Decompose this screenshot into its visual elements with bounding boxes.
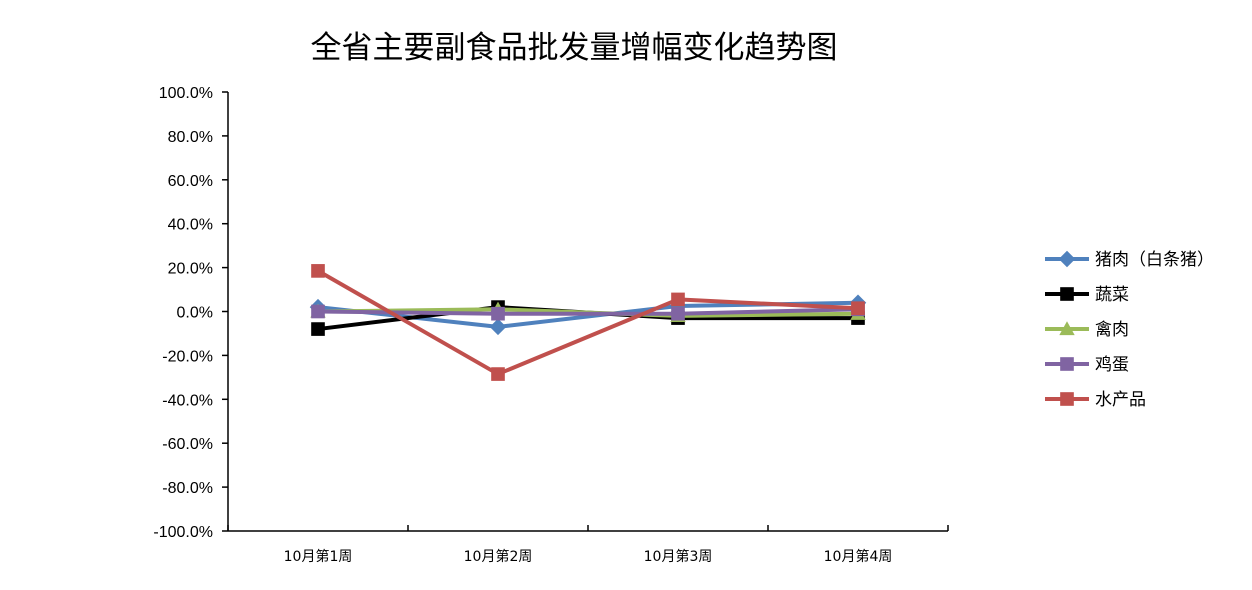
y-tick-label: 100.0%	[159, 85, 213, 102]
series-line	[317, 307, 859, 316]
data-point	[491, 367, 505, 381]
chart-title: 全省主要副食品批发量增幅变化趋势图	[311, 30, 838, 66]
series-line	[317, 269, 859, 377]
y-tick-label: -80.0%	[162, 480, 213, 497]
data-point	[489, 318, 507, 336]
legend-item: 蔬菜	[1045, 285, 1129, 305]
y-tick-label: 0.0%	[177, 305, 213, 322]
legend-label: 蔬菜	[1095, 285, 1129, 305]
data-point	[671, 306, 685, 321]
data-point	[671, 292, 685, 307]
legend-marker	[1058, 250, 1076, 268]
legend-item: 禽肉	[1045, 320, 1129, 340]
y-tick-label: -100.0%	[153, 524, 213, 541]
y-tick-label: -20.0%	[162, 348, 213, 365]
data-point	[311, 322, 325, 336]
series-5	[311, 264, 865, 381]
legend-label: 禽肉	[1095, 320, 1129, 340]
legend-label: 水产品	[1095, 390, 1146, 410]
y-tick-label: 80.0%	[168, 129, 213, 146]
y-axis: 100.0% 80.0% 60.0% 40.0% 20.0% 0.0% -20.0% -40.…	[153, 85, 229, 541]
y-tick-label: 20.0%	[168, 261, 213, 278]
x-tick-label: 10月第2周	[464, 548, 533, 565]
series-layer	[309, 264, 867, 381]
x-tick-label: 10月第3周	[644, 548, 713, 565]
legend-item: 水产品	[1045, 390, 1146, 410]
legend-marker	[1059, 321, 1075, 336]
x-tick-label: 10月第1周	[284, 548, 353, 565]
legend-item: 鸡蛋	[1045, 355, 1129, 375]
data-point	[491, 306, 505, 321]
y-tick-label: -60.0%	[162, 436, 213, 453]
data-point	[311, 264, 325, 278]
y-tick-label: 60.0%	[168, 173, 213, 190]
legend-label: 猪肉（白条猪）	[1095, 250, 1214, 270]
data-point	[311, 304, 325, 319]
legend-marker	[1060, 357, 1074, 371]
legend-marker	[1060, 392, 1074, 406]
y-tick-label: 40.0%	[168, 217, 213, 234]
x-tick-label: 10月第4周	[824, 548, 893, 565]
legend-label: 鸡蛋	[1095, 355, 1129, 375]
y-tick-label: -40.0%	[162, 392, 213, 409]
x-axis: 10月第1周 10月第2周 10月第3周 10月第4周	[227, 525, 949, 565]
legend-marker	[1060, 287, 1074, 301]
legend-item: 猪肉（白条猪）	[1045, 250, 1214, 270]
data-point	[851, 301, 865, 316]
